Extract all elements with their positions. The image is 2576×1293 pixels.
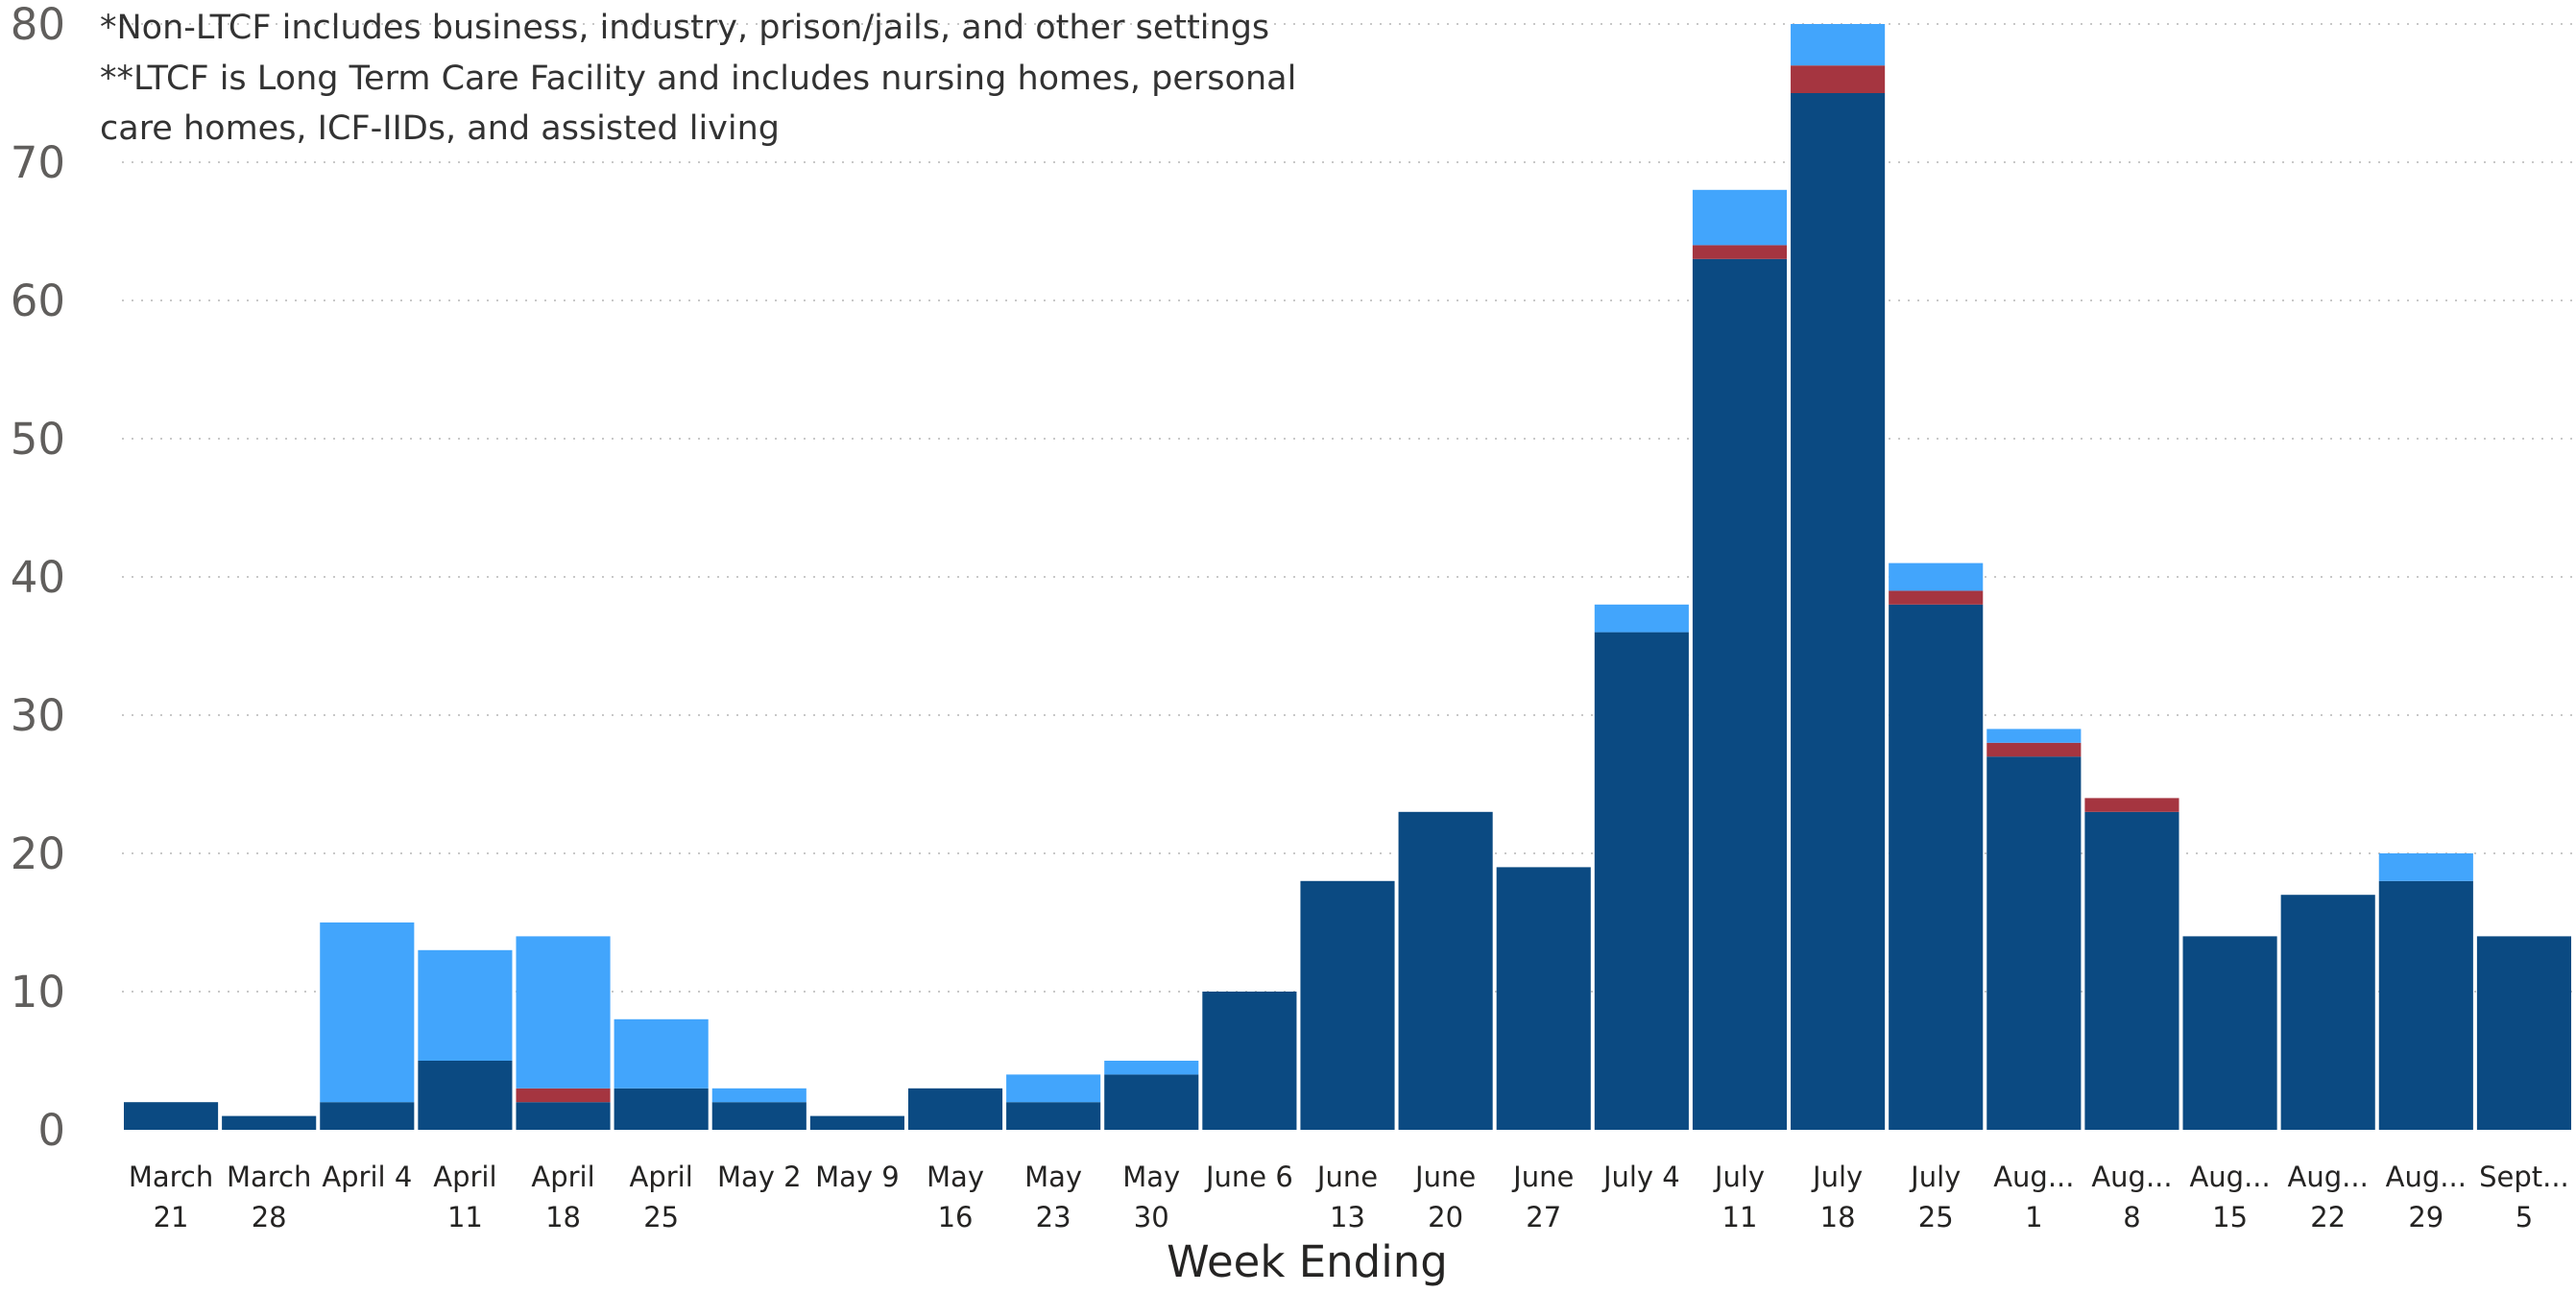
bar-segment-series-2[interactable]: [1986, 742, 2082, 757]
y-tick-label: 60: [11, 275, 65, 326]
x-tick-label: Aug... 1: [1993, 1161, 2075, 1233]
x-tick-label: July 18: [1813, 1161, 1864, 1233]
bar-segment-series-1[interactable]: [1202, 992, 1297, 1130]
bar-segment-series-3[interactable]: [614, 1018, 709, 1089]
y-tick-label: 70: [11, 137, 65, 188]
x-tick-label: April 4: [322, 1161, 413, 1193]
bar-segment-series-1[interactable]: [418, 1061, 513, 1130]
x-axis-title: Week Ending: [1167, 1236, 1448, 1287]
bar-segment-series-1[interactable]: [1496, 867, 1591, 1130]
bar-segment-series-1[interactable]: [1791, 93, 1886, 1130]
bar-segment-series-1[interactable]: [516, 1102, 611, 1130]
bar-segment-series-1[interactable]: [2084, 811, 2179, 1130]
x-tick-label: May 30: [1122, 1161, 1181, 1233]
x-tick-label: July 11: [1714, 1161, 1766, 1233]
footnote-non-ltcf: *Non-LTCF includes business, industry, p…: [100, 9, 1270, 47]
bar-segment-series-1[interactable]: [809, 1115, 904, 1130]
bar-segment-series-3[interactable]: [1006, 1074, 1101, 1103]
y-tick-label: 30: [11, 690, 65, 741]
y-tick-label: 50: [11, 414, 65, 465]
bar-segment-series-3[interactable]: [1594, 604, 1689, 633]
bar-segment-series-1[interactable]: [2378, 880, 2473, 1130]
bar-segment-series-3[interactable]: [320, 922, 415, 1103]
bar-segment-series-2[interactable]: [1692, 245, 1788, 259]
x-tick-label: April 18: [531, 1161, 595, 1233]
bar-segment-series-1[interactable]: [1300, 880, 1395, 1130]
y-axis-tick-labels: 0 10 20 30 40 50 60 70 80: [11, 0, 65, 1156]
bar-segment-series-3[interactable]: [1791, 24, 1886, 66]
footnote-ltcf-continued: care homes, ICF-IIDs, and assisted livin…: [100, 109, 781, 148]
x-tick-label: May 2: [716, 1161, 802, 1193]
bar-segment-series-2[interactable]: [2084, 798, 2179, 812]
x-tick-label: May 9: [815, 1161, 900, 1193]
bar-segment-series-1[interactable]: [711, 1102, 807, 1130]
bar-segment-series-3[interactable]: [418, 949, 513, 1061]
x-tick-label: Aug... 29: [2385, 1161, 2467, 1233]
x-tick-label: Aug... 22: [2287, 1161, 2369, 1233]
bar-segment-series-3[interactable]: [2378, 853, 2473, 881]
bar-segment-series-1[interactable]: [2182, 936, 2277, 1130]
bar-segment-series-3[interactable]: [711, 1088, 807, 1103]
bar-segment-series-1[interactable]: [222, 1115, 317, 1130]
x-tick-label: June 13: [1316, 1161, 1379, 1233]
y-tick-label: 40: [11, 552, 65, 603]
x-tick-label: June 20: [1415, 1161, 1477, 1233]
footnote-ltcf: **LTCF is Long Term Care Facility and in…: [100, 60, 1297, 98]
y-tick-label: 20: [11, 828, 65, 879]
bar-segment-series-3[interactable]: [516, 936, 611, 1089]
x-tick-label: Aug... 8: [2091, 1161, 2173, 1233]
x-tick-label: May 16: [927, 1161, 984, 1233]
x-tick-label: July 4: [1602, 1161, 1680, 1193]
bar-segment-series-1[interactable]: [1104, 1074, 1199, 1130]
bar-segment-series-1[interactable]: [614, 1088, 709, 1130]
bars: [124, 24, 2571, 1130]
bar-segment-series-1[interactable]: [2476, 936, 2571, 1130]
bar-segment-series-2[interactable]: [1889, 590, 1984, 605]
bar-segment-series-3[interactable]: [1104, 1061, 1199, 1075]
bar-segment-series-3[interactable]: [1889, 563, 1984, 591]
bar-segment-series-2[interactable]: [1791, 65, 1886, 93]
y-tick-label: 0: [37, 1105, 65, 1156]
gridlines: [122, 23, 2573, 993]
x-tick-label: April 11: [433, 1161, 497, 1233]
x-tick-label: May 23: [1024, 1161, 1083, 1233]
bar-segment-series-1[interactable]: [320, 1102, 415, 1130]
bar-segment-series-3[interactable]: [1986, 729, 2082, 743]
bar-segment-series-1[interactable]: [2280, 895, 2375, 1130]
bar-segment-series-1[interactable]: [124, 1102, 219, 1130]
x-tick-label: April 25: [629, 1161, 693, 1233]
x-tick-label: June 27: [1513, 1161, 1575, 1233]
bar-segment-series-1[interactable]: [1006, 1102, 1101, 1130]
x-tick-label: Sept... 5: [2479, 1161, 2569, 1233]
bar-segment-series-1[interactable]: [1692, 258, 1788, 1130]
bar-segment-series-1[interactable]: [1986, 756, 2082, 1130]
x-tick-label: Aug... 15: [2189, 1161, 2271, 1233]
bar-segment-series-1[interactable]: [1398, 811, 1493, 1130]
y-tick-label: 10: [11, 967, 65, 1018]
y-tick-label: 80: [11, 0, 65, 50]
bar-segment-series-1[interactable]: [1889, 604, 1984, 1130]
x-tick-label: March 28: [226, 1161, 312, 1233]
x-tick-label: July 25: [1911, 1161, 1962, 1233]
bar-segment-series-2[interactable]: [516, 1088, 611, 1103]
bar-segment-series-3[interactable]: [1692, 189, 1788, 246]
bar-segment-series-1[interactable]: [907, 1088, 1003, 1130]
bar-segment-series-1[interactable]: [1594, 632, 1689, 1130]
x-tick-label: March 21: [128, 1161, 214, 1233]
x-tick-label: June 6: [1205, 1161, 1293, 1193]
